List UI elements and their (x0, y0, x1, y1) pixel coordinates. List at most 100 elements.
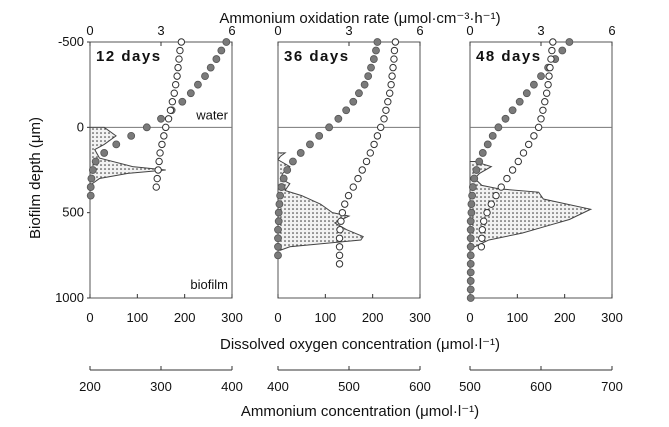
ammonium-point (565, 38, 574, 46)
ammonium-point (478, 149, 487, 157)
ammonium-point (475, 157, 484, 166)
dissolved-oxygen-point (389, 63, 397, 72)
panel-2: 0 3 6 0 100 200 300 400 500 600 36 days (267, 23, 431, 394)
dissolved-oxygen-point (174, 63, 182, 72)
dissolved-oxygen-point (530, 132, 538, 140)
dissolved-oxygen-point (492, 191, 500, 200)
ammonium-point (274, 251, 282, 260)
do-tick-label: 300 (409, 310, 431, 325)
dissolved-oxygen-point (547, 55, 555, 63)
dissolved-oxygen-point (549, 38, 557, 46)
y-tick-label: -500 (58, 34, 84, 49)
do-tick-label: 200 (554, 310, 576, 325)
dissolved-oxygen-point (162, 123, 170, 132)
ammonium-point (508, 106, 517, 115)
ammonium-point (279, 174, 288, 183)
do-tick-label: 0 (86, 310, 93, 325)
ammonium-point (470, 174, 479, 183)
dissolved-oxygen-point (373, 132, 382, 140)
rate-tick-label: 3 (345, 23, 352, 38)
ammonium-point (466, 294, 475, 302)
dissolved-oxygen-point (548, 46, 556, 55)
ammonium-point (276, 191, 285, 200)
do-tick-label: 0 (466, 310, 473, 325)
ammonium-point (364, 72, 373, 81)
panel-1: 0 3 6 0 100 200 300 200 300 400 12 days water biofil… (79, 23, 243, 394)
ammonium-point (530, 80, 538, 89)
dissolved-oxygen-point (152, 183, 160, 191)
dissolved-oxygen-point (160, 132, 168, 140)
rate-tick-label: 0 (274, 23, 281, 38)
dissolved-oxygen-point (153, 174, 161, 183)
ammonium-point (501, 114, 510, 123)
dissolved-oxygen-point (534, 123, 543, 132)
do-tick-label: 300 (601, 310, 623, 325)
ammonium-point (274, 208, 283, 217)
ammonium-point (186, 89, 195, 98)
ammonium-point (178, 97, 187, 106)
dissolved-oxygen-point (524, 140, 533, 149)
dissolved-oxygen-point (508, 166, 517, 174)
panel-label: 48 days (476, 48, 542, 65)
do-tick-label: 100 (314, 310, 336, 325)
ammonium-point (373, 38, 382, 46)
ammonium-point (91, 157, 100, 166)
ammonium-point (112, 140, 121, 149)
ammonium-tick-label: 600 (409, 379, 431, 394)
dissolved-oxygen-point (519, 149, 528, 157)
ammonium-point (212, 55, 221, 63)
ammonium-point (515, 97, 524, 106)
ammonium-point (466, 268, 475, 277)
dissolved-oxygen-point (164, 115, 173, 123)
ammonium-point (222, 38, 231, 46)
ammonium-point (468, 183, 477, 191)
panel-label: 12 days (96, 48, 162, 65)
rate-tick-label: 3 (537, 23, 544, 38)
dissolved-oxygen-point (335, 243, 344, 251)
ammonium-point (274, 217, 283, 226)
panel-frame (469, 41, 613, 299)
dissolved-oxygen-point (542, 89, 551, 97)
dissolved-oxygen-point (337, 217, 345, 225)
ammonium-point (277, 183, 286, 191)
ammonium-point (466, 217, 475, 226)
dissolved-oxygen-point (344, 191, 353, 200)
ammonium-point (349, 97, 358, 106)
ammonium-tick-label: 300 (150, 379, 172, 394)
ammonium-point (488, 131, 497, 140)
top-axis-title: Ammonium oxidation rate (μmol·cm⁻³·h⁻¹) (219, 10, 500, 27)
dissolved-oxygen-point (478, 234, 486, 242)
dissolved-oxygen-point (546, 63, 554, 72)
dissolved-oxygen-point (391, 38, 400, 46)
ammonium-point (100, 149, 109, 157)
dissolved-oxygen-point (336, 226, 344, 234)
y-tick-label: 0 (77, 119, 84, 134)
dissolved-oxygen-point (384, 98, 392, 106)
biofilm-label: biofilm (190, 277, 228, 292)
ammonium-point (360, 80, 369, 89)
dissolved-oxygen-point (388, 72, 396, 80)
ammonium-point (157, 114, 165, 123)
dissolved-oxygen-point (341, 200, 349, 208)
ammonium-point (466, 242, 475, 251)
dissolved-oxygen-point (158, 140, 166, 149)
ammonium-tick-label: 500 (338, 379, 360, 394)
ammonium-point (194, 80, 202, 89)
ammonium-point (325, 123, 334, 132)
dissolved-oxygen-point (387, 80, 395, 89)
dissolved-oxygen-point (483, 208, 491, 217)
dissolved-oxygen-point (335, 234, 344, 242)
dissolved-oxygen-point (478, 226, 487, 234)
dissolved-oxygen-point (480, 217, 488, 225)
ammonium-point (206, 63, 215, 72)
ammonium-point (472, 166, 481, 174)
do-tick-label: 200 (174, 310, 196, 325)
dissolved-oxygen-point (541, 98, 549, 106)
ammonium-point (369, 55, 378, 63)
panel-3: 0 3 6 0 100 200 300 500 600 700 48 days (459, 23, 623, 394)
dissolved-oxygen-point (386, 89, 394, 97)
rate-tick-label: 0 (86, 23, 93, 38)
dissolved-oxygen-point (382, 106, 390, 114)
dissolved-oxygen-point (370, 140, 378, 149)
ammonium-point (467, 208, 476, 217)
